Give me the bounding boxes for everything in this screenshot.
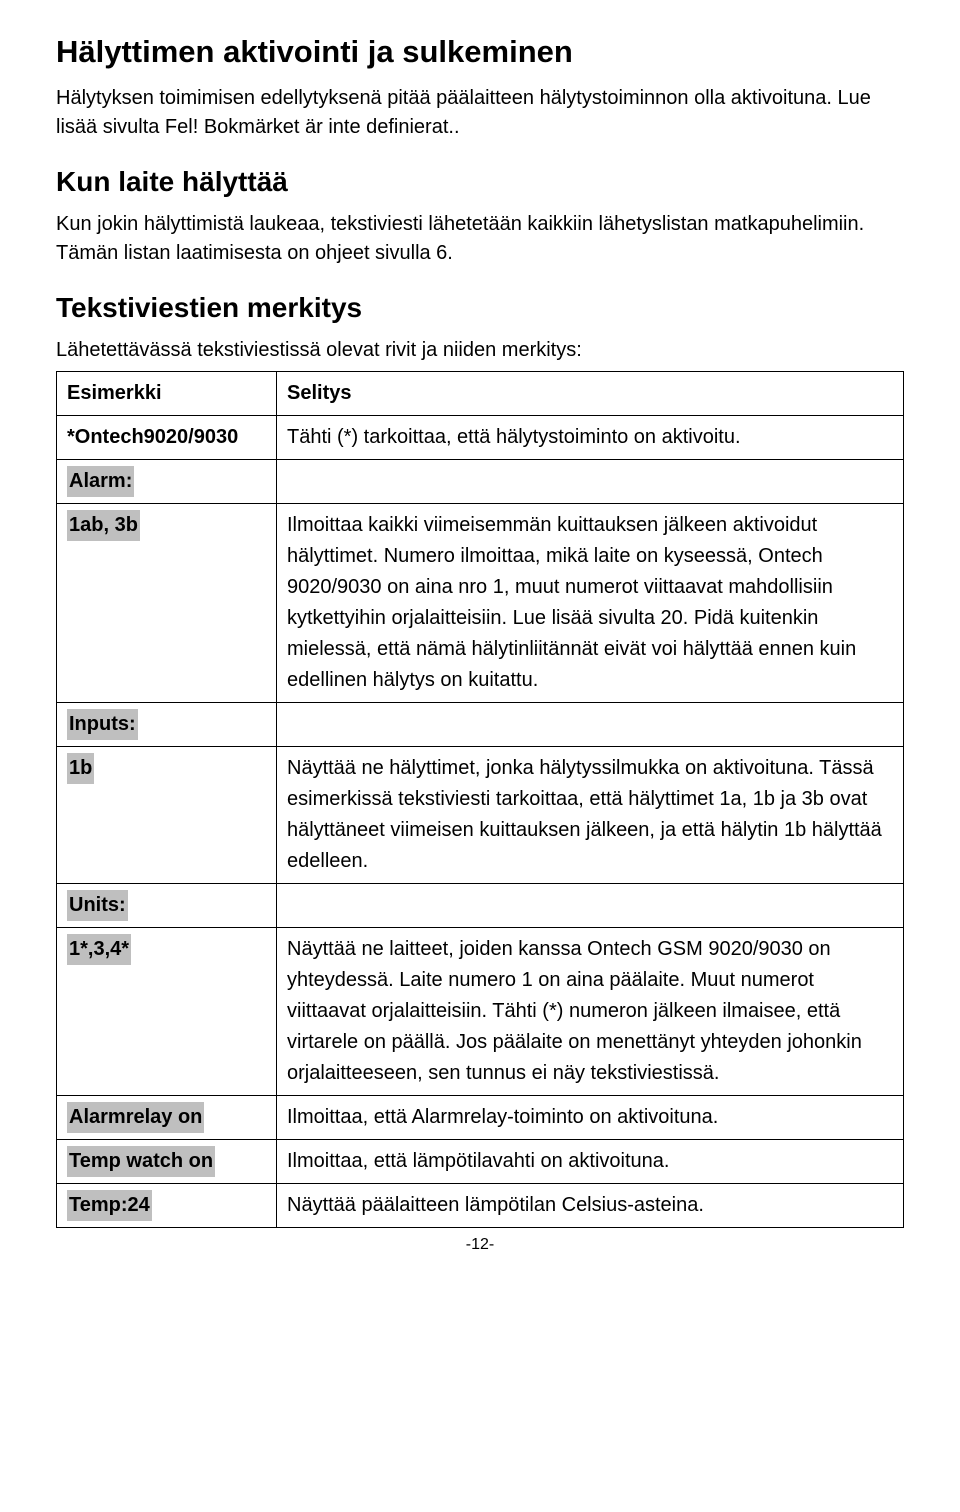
table-row: Temp:24 Näyttää päälaitteen lämpötilan Ce… [57,1184,904,1228]
highlighted-text: 1b [67,753,94,784]
table-cell-example: Temp:24 [57,1184,277,1228]
table-cell-example: 1*,3,4* [57,928,277,1096]
table-cell-example: Alarmrelay on [57,1096,277,1140]
table-cell-example: Alarm: [57,460,277,504]
highlighted-text: Units: [67,890,128,921]
page-number: -12- [56,1236,904,1254]
highlighted-text: 1ab, 3b [67,510,140,541]
heading-when-alarms: Kun laite hälyttää [56,166,904,198]
para-when-alarms: Kun jokin hälyttimistä laukeaa, tekstivi… [56,210,904,268]
highlighted-text: Temp watch on [67,1146,215,1177]
table-cell-explanation [277,884,904,928]
table-row: Inputs: [57,703,904,747]
highlighted-text: 1*,3,4* [67,934,131,965]
table-cell-explanation: Ilmoittaa, että Alarmrelay-toiminto on a… [277,1096,904,1140]
table-cell-explanation: Selitys [277,372,904,416]
table-cell-example: Esimerkki [57,372,277,416]
table-cell-example: *Ontech9020/9030 [57,416,277,460]
table-row: *Ontech9020/9030Tähti (*) tarkoittaa, et… [57,416,904,460]
para-sms-intro: Lähetettävässä tekstiviestissä olevat ri… [56,336,904,365]
table-cell-explanation: Tähti (*) tarkoittaa, että hälytystoimin… [277,416,904,460]
table-cell-example: 1ab, 3b [57,504,277,703]
table-row: 1ab, 3b Ilmoittaa kaikki viimeisemmän kui… [57,504,904,703]
table-row: 1b Näyttää ne hälyttimet, jonka hälytyssi… [57,747,904,884]
table-cell-example: Units: [57,884,277,928]
table-cell-explanation: Näyttää ne laitteet, joiden kanssa Ontec… [277,928,904,1096]
table-cell-example: 1b [57,747,277,884]
table-cell-explanation [277,703,904,747]
table-cell-explanation [277,460,904,504]
highlighted-text: Alarm: [67,466,134,497]
table-cell-explanation: Näyttää ne hälyttimet, jonka hälytyssilm… [277,747,904,884]
sms-meaning-table: EsimerkkiSelitys*Ontech9020/9030Tähti (*… [56,371,904,1228]
table-row: 1*,3,4* Näyttää ne laitteet, joiden kanss… [57,928,904,1096]
table-cell-explanation: Näyttää päälaitteen lämpötilan Celsius-a… [277,1184,904,1228]
table-cell-example: Inputs: [57,703,277,747]
table-row: Temp watch on Ilmoittaa, että lämpötilava… [57,1140,904,1184]
highlighted-text: Temp:24 [67,1190,152,1221]
table-row: Units: [57,884,904,928]
highlighted-text: Inputs: [67,709,138,740]
table-cell-example: Temp watch on [57,1140,277,1184]
highlighted-text: Alarmrelay on [67,1102,204,1133]
heading-activation: Hälyttimen aktivointi ja sulkeminen [56,34,904,70]
table-cell-explanation: Ilmoittaa, että lämpötilavahti on aktivo… [277,1140,904,1184]
heading-sms-meaning: Tekstiviestien merkitys [56,292,904,324]
table-row: Alarmrelay on Ilmoittaa, että Alarmrelay-… [57,1096,904,1140]
table-cell-explanation: Ilmoittaa kaikki viimeisemmän kuittaukse… [277,504,904,703]
para-activation: Hälytyksen toimimisen edellytyksenä pitä… [56,84,904,142]
table-row: EsimerkkiSelitys [57,372,904,416]
table-row: Alarm: [57,460,904,504]
